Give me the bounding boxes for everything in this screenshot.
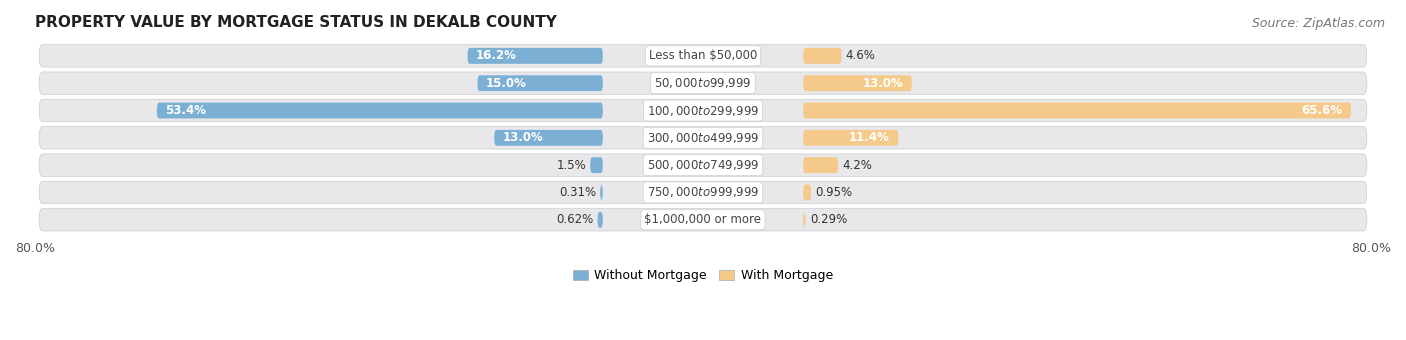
FancyBboxPatch shape — [803, 48, 842, 64]
Text: 0.31%: 0.31% — [560, 186, 596, 199]
FancyBboxPatch shape — [803, 103, 1351, 118]
FancyBboxPatch shape — [803, 75, 911, 91]
Text: PROPERTY VALUE BY MORTGAGE STATUS IN DEKALB COUNTY: PROPERTY VALUE BY MORTGAGE STATUS IN DEK… — [35, 15, 557, 30]
FancyBboxPatch shape — [39, 181, 1367, 204]
Text: 15.0%: 15.0% — [486, 77, 527, 90]
FancyBboxPatch shape — [803, 185, 811, 200]
FancyBboxPatch shape — [598, 212, 603, 228]
FancyBboxPatch shape — [39, 72, 1367, 95]
Text: 11.4%: 11.4% — [849, 131, 890, 144]
FancyBboxPatch shape — [803, 157, 838, 173]
Text: $50,000 to $99,999: $50,000 to $99,999 — [654, 76, 752, 90]
Text: 0.62%: 0.62% — [557, 213, 593, 226]
FancyBboxPatch shape — [39, 99, 1367, 122]
FancyBboxPatch shape — [591, 157, 603, 173]
Text: Less than $50,000: Less than $50,000 — [648, 49, 758, 62]
Text: 16.2%: 16.2% — [475, 49, 517, 62]
FancyBboxPatch shape — [803, 130, 898, 146]
Text: $750,000 to $999,999: $750,000 to $999,999 — [647, 185, 759, 200]
Text: $1,000,000 or more: $1,000,000 or more — [644, 213, 762, 226]
Text: 0.95%: 0.95% — [815, 186, 852, 199]
FancyBboxPatch shape — [495, 130, 603, 146]
Text: 53.4%: 53.4% — [166, 104, 207, 117]
FancyBboxPatch shape — [600, 185, 603, 200]
FancyBboxPatch shape — [803, 212, 806, 228]
Text: 0.29%: 0.29% — [810, 213, 846, 226]
Text: 1.5%: 1.5% — [557, 159, 586, 172]
Text: $500,000 to $749,999: $500,000 to $749,999 — [647, 158, 759, 172]
Text: 13.0%: 13.0% — [502, 131, 543, 144]
Text: 4.2%: 4.2% — [842, 159, 872, 172]
Text: 65.6%: 65.6% — [1302, 104, 1343, 117]
Text: 13.0%: 13.0% — [863, 77, 904, 90]
FancyBboxPatch shape — [468, 48, 603, 64]
FancyBboxPatch shape — [39, 154, 1367, 176]
FancyBboxPatch shape — [39, 208, 1367, 231]
Legend: Without Mortgage, With Mortgage: Without Mortgage, With Mortgage — [568, 264, 838, 287]
FancyBboxPatch shape — [157, 103, 603, 118]
Text: 4.6%: 4.6% — [846, 49, 876, 62]
Text: $100,000 to $299,999: $100,000 to $299,999 — [647, 103, 759, 118]
FancyBboxPatch shape — [39, 126, 1367, 149]
FancyBboxPatch shape — [478, 75, 603, 91]
Text: $300,000 to $499,999: $300,000 to $499,999 — [647, 131, 759, 145]
Text: Source: ZipAtlas.com: Source: ZipAtlas.com — [1251, 17, 1385, 30]
FancyBboxPatch shape — [39, 45, 1367, 67]
